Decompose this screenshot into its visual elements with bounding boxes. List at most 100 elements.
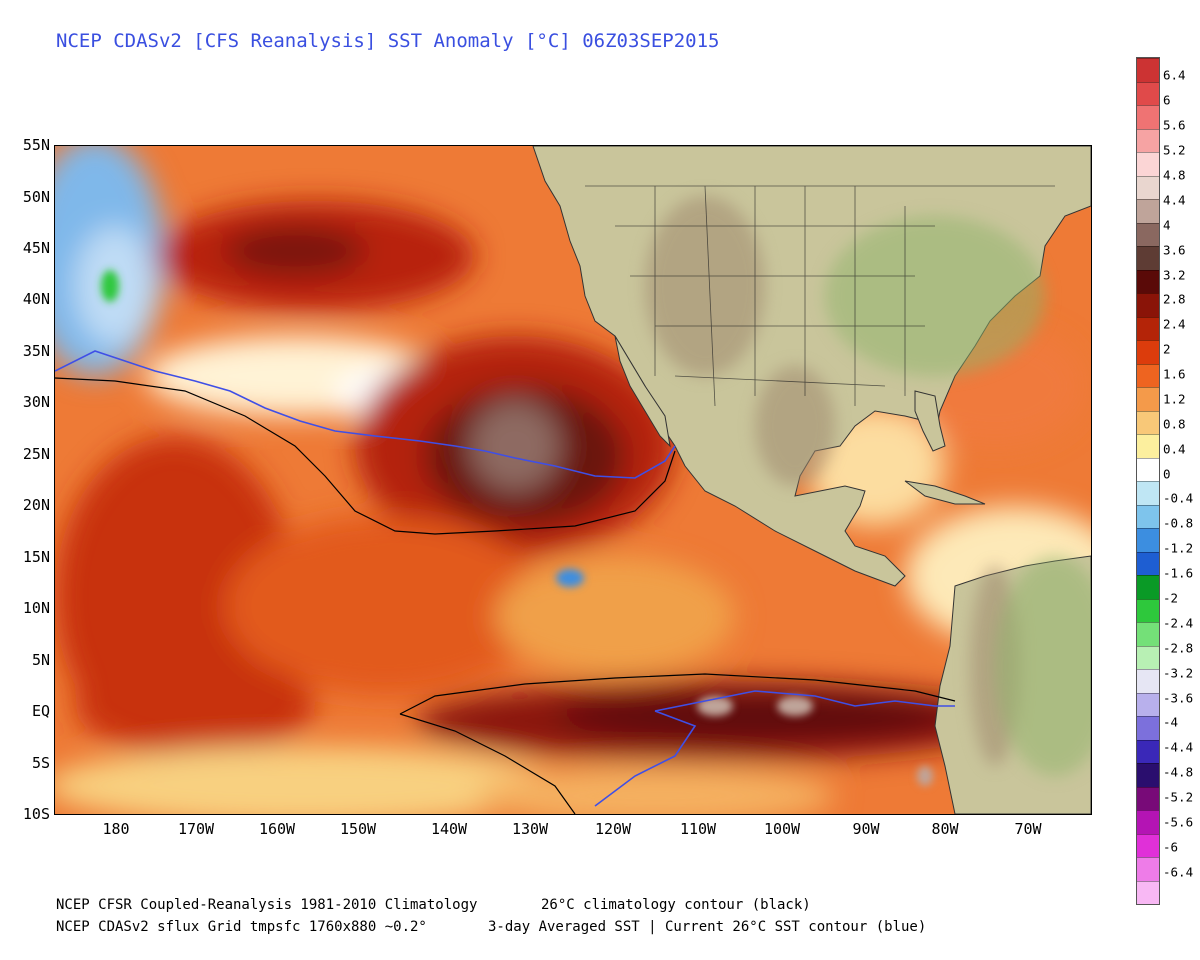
colorbar-swatch <box>1137 575 1159 599</box>
colorbar-label: 3.2 <box>1163 267 1186 282</box>
colorbar-swatch <box>1137 434 1159 458</box>
anomaly-field <box>55 146 1091 814</box>
colorbar-swatch <box>1137 481 1159 505</box>
colorbar-label: 1.2 <box>1163 391 1186 407</box>
colorbar-label: 2.8 <box>1163 291 1186 307</box>
lon-label-160w: 160W <box>258 820 296 838</box>
lon-label-170w: 170W <box>177 820 215 838</box>
colorbar-swatch <box>1137 340 1159 364</box>
lat-label-5s: 5S <box>31 754 50 772</box>
colorbar-swatch <box>1137 222 1159 246</box>
colorbar-swatch <box>1137 152 1159 176</box>
colorbar-swatch <box>1137 58 1159 82</box>
colorbar-label: -5.6 <box>1163 814 1194 830</box>
lon-label-150w: 150W <box>339 820 377 838</box>
colorbar-swatch <box>1137 105 1159 129</box>
lon-label-180: 180 <box>102 820 130 838</box>
colorbar-label: 4.8 <box>1163 167 1186 183</box>
footer-climatology-source: NCEP CFSR Coupled-Reanalysis 1981-2010 C… <box>56 897 478 913</box>
land-cuba <box>904 480 986 505</box>
colorbar-label: 5.2 <box>1163 142 1186 158</box>
colorbar-swatch <box>1137 316 1159 340</box>
colorbar-label: 4 <box>1163 217 1171 233</box>
colorbar-swatch <box>1137 786 1159 810</box>
colorbar-label: -1.2 <box>1163 540 1194 556</box>
colorbar-label: 2.4 <box>1163 316 1186 332</box>
current-contour <box>55 350 955 807</box>
colorbar-label: 1.6 <box>1163 366 1186 382</box>
lon-label-130w: 130W <box>511 820 549 838</box>
colorbar-label: -4 <box>1163 714 1179 730</box>
colorbar-label: 4.4 <box>1163 192 1186 208</box>
sst-anomaly-map <box>54 145 1092 815</box>
colorbar-label: -2 <box>1163 590 1179 606</box>
colorbar-swatch <box>1137 387 1159 411</box>
colorbar-swatch <box>1137 739 1159 763</box>
colorbar-swatch <box>1137 598 1159 622</box>
colorbar-label: -3.6 <box>1163 690 1194 705</box>
colorbar-swatch <box>1137 269 1159 293</box>
lon-label-100w: 100W <box>763 820 801 838</box>
colorbar-swatch <box>1137 763 1159 787</box>
colorbar-label: 3.6 <box>1163 242 1186 258</box>
lat-label-10n: 10N <box>22 599 50 617</box>
footer-current-contour-note: 3-day Averaged SST | Current 26°C SST co… <box>488 919 927 935</box>
colorbar-swatch <box>1137 645 1159 669</box>
colorbar-label: -6.4 <box>1163 864 1194 880</box>
colorbar-label: -4.4 <box>1163 739 1194 755</box>
lat-label-20n: 20N <box>22 496 50 514</box>
colorbar-label: 6.4 <box>1163 67 1186 83</box>
colorbar-swatch <box>1137 551 1159 575</box>
colorbar-label: -3.2 <box>1163 665 1194 681</box>
lat-label-40n: 40N <box>22 290 50 308</box>
land-baja <box>614 335 671 448</box>
blue-cold-spot <box>556 569 584 587</box>
colorbar-swatch <box>1137 880 1159 904</box>
colorbar-label: 6 <box>1163 92 1171 108</box>
colorbar-label: -1.6 <box>1163 565 1194 581</box>
colorbar-swatch <box>1137 457 1159 481</box>
lon-label-80w: 80W <box>931 820 959 838</box>
lon-label-110w: 110W <box>679 820 717 838</box>
colorbar-swatch <box>1137 293 1159 317</box>
lat-label-55n: 55N <box>22 136 50 154</box>
colorbar-swatch <box>1137 692 1159 716</box>
colorbar <box>1136 57 1160 905</box>
colorbar-swatch <box>1137 246 1159 270</box>
land-florida <box>914 390 946 452</box>
colorbar-label: -4.8 <box>1163 764 1194 780</box>
lat-label-eq: EQ <box>31 702 50 720</box>
colorbar-label: 2 <box>1163 341 1171 357</box>
lat-label-30n: 30N <box>22 393 50 411</box>
colorbar-swatch <box>1137 363 1159 387</box>
colorbar-swatch <box>1137 128 1159 152</box>
colorbar-label: -0.8 <box>1163 515 1194 531</box>
footer-climatology-contour-note: 26°C climatology contour (black) <box>541 897 811 913</box>
colorbar-swatch <box>1137 857 1159 881</box>
colorbar-label: 0.8 <box>1163 416 1186 432</box>
colorbar-label: -2.4 <box>1163 615 1194 631</box>
colorbar-swatch <box>1137 716 1159 740</box>
footer-data-source: NCEP CDASv2 sflux Grid tmpsfc 1760x880 ~… <box>56 919 427 935</box>
lat-label-15n: 15N <box>22 548 50 566</box>
colorbar-swatch <box>1137 833 1159 857</box>
colorbar-swatch <box>1137 199 1159 223</box>
colorbar-label: -0.4 <box>1163 490 1194 506</box>
climatology-contour <box>55 377 956 814</box>
lon-label-70w: 70W <box>1014 820 1042 838</box>
lat-label-45n: 45N <box>22 239 50 257</box>
lat-label-50n: 50N <box>22 188 50 206</box>
colorbar-swatch <box>1137 810 1159 834</box>
colorbar-label: -2.8 <box>1163 640 1194 656</box>
lat-label-10s: 10S <box>22 805 50 823</box>
lon-label-90w: 90W <box>852 820 880 838</box>
colorbar-label: 0.4 <box>1163 441 1186 457</box>
colorbar-swatch <box>1137 622 1159 646</box>
colorbar-swatch <box>1137 528 1159 552</box>
map-title: NCEP CDASv2 [CFS Reanalysis] SST Anomaly… <box>56 30 720 52</box>
colorbar-swatch <box>1137 81 1159 105</box>
lat-label-25n: 25N <box>22 445 50 463</box>
lon-label-140w: 140W <box>430 820 468 838</box>
colorbar-label: 0 <box>1163 466 1171 482</box>
colorbar-label: -5.2 <box>1163 789 1194 805</box>
